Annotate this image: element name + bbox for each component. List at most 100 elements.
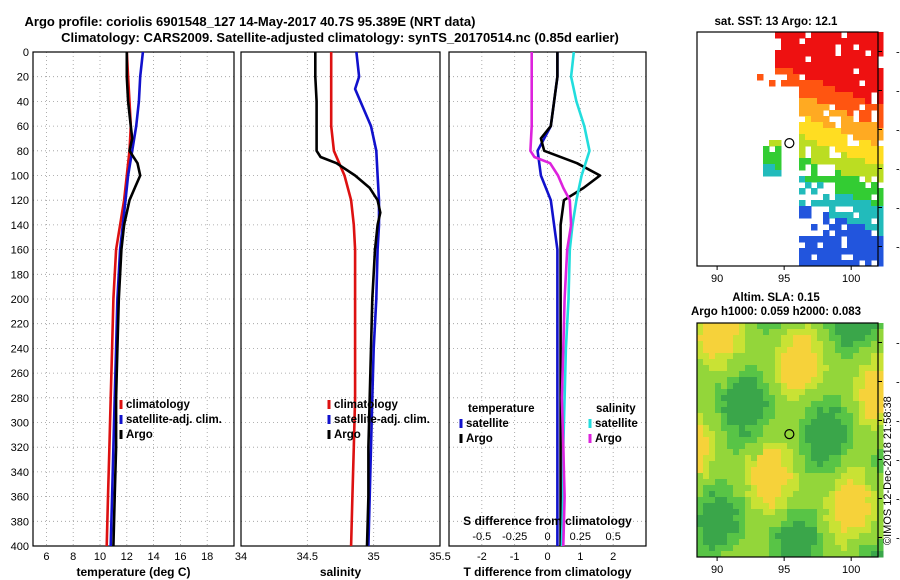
y-tick-label: 200 (11, 294, 29, 306)
x-tick-label: 18 (201, 551, 213, 563)
map-y-tick-label: -42 (896, 164, 900, 176)
map-panels: -36 -38 -40 -42 -44 -46 90 95 100 sat. SST: 13 Ar… (691, 16, 900, 576)
series-line-temperature-satellite (536, 52, 559, 546)
map-y-tick-label: -46 (896, 533, 900, 545)
argo-float-marker (784, 138, 795, 149)
y-tick-label: 60 (17, 121, 29, 133)
map-x-tick-label: 95 (778, 564, 790, 576)
legend-label: satellite-adj. clim. (126, 414, 222, 426)
x-tick-label: -2 (477, 551, 487, 563)
x-tick-label: 1 (577, 551, 583, 563)
map-y-tick-label: -36 (896, 47, 900, 59)
y-tick-label: 40 (17, 96, 29, 108)
map-y-tick-label: -40 (896, 416, 900, 428)
y-tick-label: 220 (11, 319, 29, 331)
x-tick-label: 6 (43, 551, 49, 563)
x2-tick-label: 0 (544, 531, 550, 543)
map-x-tick-label: 95 (778, 273, 790, 285)
y-tick-label: 0 (23, 47, 29, 59)
credit-text: ©IMOS 12-Dec-2018 21:58:38 (882, 396, 894, 545)
y-tick-label: 400 (11, 541, 29, 553)
legend-label: Argo (595, 433, 622, 445)
legend-label: Argo (126, 429, 153, 441)
x2-tick-label: 0.25 (570, 531, 591, 543)
heatmap-cells (757, 32, 884, 267)
map-x-tick-label: 90 (711, 273, 723, 285)
y-tick-label: 80 (17, 146, 29, 158)
y-tick-label: 100 (11, 171, 29, 183)
x-tick-label: -1 (510, 551, 520, 563)
map-frame (696, 322, 879, 558)
x2-tick-label: -0.25 (502, 531, 527, 543)
x-axis-label: temperature (deg C) (76, 565, 190, 579)
map-y-tick-label: -40 (896, 125, 900, 137)
map-y-tick-label: -38 (896, 86, 900, 98)
x-tick-label: 0 (544, 551, 550, 563)
legend-title-salinity: salinity (596, 403, 636, 415)
map-title: Altim. SLA: 0.15 (732, 292, 820, 304)
x-tick-label: 35 (368, 551, 380, 563)
chart-salinity: 34 34.5 35 35.5 salinity climatology satellite… (235, 51, 451, 579)
y-tick-label: 140 (11, 220, 29, 232)
series-line-argo (112, 52, 142, 547)
y-tick-label: 320 (11, 442, 29, 454)
x-tick-label: 8 (70, 551, 76, 563)
x-tick-label: 10 (94, 551, 106, 563)
figure-title-line1: Argo profile: coriolis 6901548_127 14-Ma… (25, 14, 476, 29)
axes-frame (32, 51, 235, 547)
series-line-salinity-argo (529, 52, 573, 547)
series-line-satellite-adj-clim- (353, 51, 381, 547)
legend-label: Argo (466, 433, 493, 445)
map-y-tick-label: -42 (896, 455, 900, 467)
y-tick-label: 260 (11, 368, 29, 380)
profile-panels: 0204060801001201401601802002202402602803… (11, 47, 647, 579)
figure-title-line2: Climatology: CARS2009. Satellite-adjuste… (61, 30, 619, 45)
map-frame (696, 31, 879, 267)
map-y-tick-label: -46 (896, 242, 900, 254)
y-tick-label: 180 (11, 269, 29, 281)
x2-tick-label: -0.5 (472, 531, 491, 543)
y-tick-label: 280 (11, 393, 29, 405)
x-tick-label: 14 (147, 551, 159, 563)
chart-sla-map: -36 -38 -40 -42 -44 -46 90 95 100 Altim. SLA: 0.1… (691, 292, 900, 576)
map-subtitle: Argo h1000: 0.059 h2000: 0.083 (691, 306, 861, 318)
series-line-temperature-argo (539, 52, 602, 546)
x2-axis-label: S difference from climatology (463, 514, 632, 528)
y-tick-label: 240 (11, 343, 29, 355)
y-tick-label: 120 (11, 195, 29, 207)
map-y-tick-label: -36 (896, 338, 900, 350)
legend-label: Argo (334, 429, 361, 441)
y-tick-label: 340 (11, 467, 29, 479)
chart-temperature: 0 20 40 60 80 100 120 140 160 180 200 220 240 260 280 3… (11, 47, 235, 579)
x-axis-label: T difference from climatology (463, 565, 631, 579)
map-x-tick-label: 90 (711, 564, 723, 576)
map-x-tick-label: 100 (842, 564, 860, 576)
series-line-argo (313, 52, 382, 547)
x-tick-label: 12 (121, 551, 133, 563)
map-x-tick-label: 100 (842, 273, 860, 285)
legend-label: climatology (126, 399, 191, 411)
map-y-tick-label: -44 (896, 203, 900, 215)
legend-label: satellite (466, 418, 509, 430)
axes-frame (240, 51, 441, 547)
x-tick-label: 35.5 (429, 551, 450, 563)
heatmap-cells (697, 323, 884, 558)
x-tick-label: 34.5 (297, 551, 318, 563)
legend-label: satellite-adj. clim. (334, 414, 430, 426)
map-y-tick-label: -38 (896, 377, 900, 389)
x-tick-label: 34 (235, 551, 247, 563)
map-y-tick-label: -44 (896, 494, 900, 506)
legend-title-temperature: temperature (468, 403, 534, 415)
y-tick-label: 300 (11, 418, 29, 430)
x-axis-label: salinity (320, 565, 362, 579)
series-line-climatology (329, 52, 357, 547)
map-title: sat. SST: 13 Argo: 12.1 (715, 16, 839, 28)
legend-label: climatology (334, 399, 399, 411)
x-tick-label: 16 (174, 551, 186, 563)
x-tick-label: 2 (610, 551, 616, 563)
axes-frame (448, 51, 647, 547)
y-tick-label: 20 (17, 72, 29, 84)
y-tick-label: 160 (11, 245, 29, 257)
legend-label: satellite (595, 418, 638, 430)
